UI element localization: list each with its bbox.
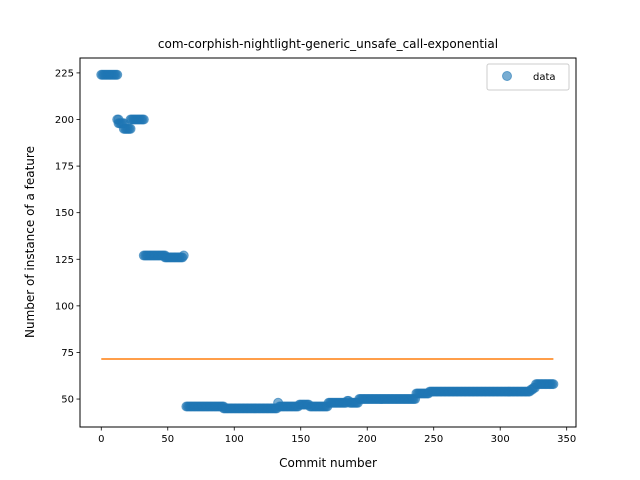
data-point: [138, 114, 149, 125]
y-tick-label: 125: [55, 255, 74, 266]
x-tick-label: 50: [161, 434, 174, 445]
y-tick-label: 200: [55, 115, 74, 126]
data-point: [112, 69, 123, 80]
chart-title: com-corphish-nightlight-generic_unsafe_c…: [158, 37, 498, 51]
y-tick-label: 225: [55, 68, 74, 79]
x-tick-label: 100: [225, 434, 244, 445]
y-tick-label: 75: [61, 348, 74, 359]
x-tick-label: 300: [491, 434, 510, 445]
plot-area: 0 50 100 150 200 250 300 350 50 75 100 125 150 175 200…: [55, 57, 577, 445]
x-tick-label: 150: [291, 434, 310, 445]
y-tick-label: 100: [55, 301, 74, 312]
plot-frame: [79, 57, 577, 428]
legend: data: [486, 63, 570, 91]
legend-marker-data: [502, 71, 512, 81]
y-axis-title: Number of instance of a feature: [23, 146, 37, 338]
legend-label-data: data: [533, 72, 556, 83]
y-tick-label: 50: [61, 395, 74, 406]
data-point: [125, 123, 136, 134]
data-point: [548, 379, 559, 390]
y-tick-label: 150: [55, 208, 74, 219]
x-tick-label: 250: [424, 434, 443, 445]
x-tick-label: 200: [358, 434, 377, 445]
x-axis-title: Commit number: [279, 456, 377, 470]
x-tick-label: 350: [557, 434, 576, 445]
data-point: [178, 250, 189, 261]
y-tick-label: 175: [55, 162, 74, 173]
x-tick-label: 0: [98, 434, 104, 445]
legend-frame: [486, 63, 570, 91]
